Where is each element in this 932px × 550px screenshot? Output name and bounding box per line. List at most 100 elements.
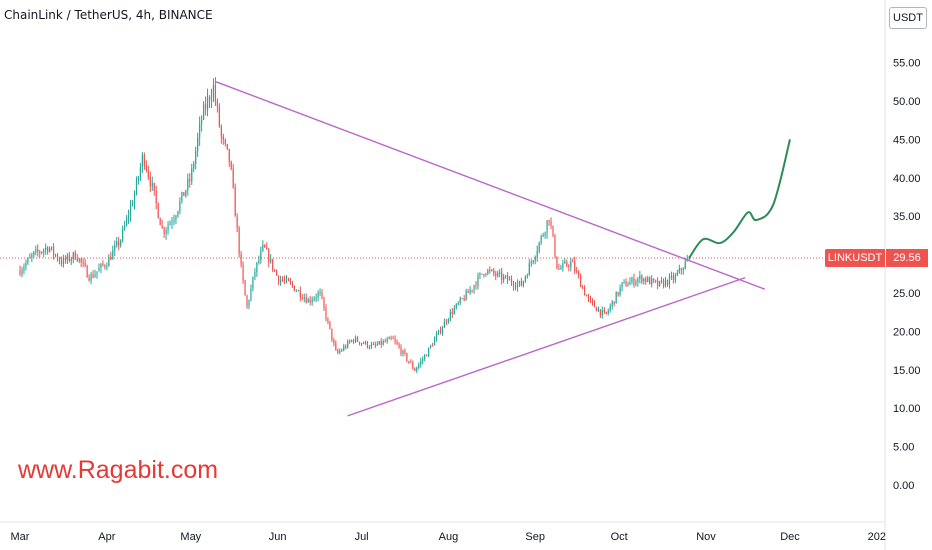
candle-body [29, 257, 31, 259]
candle-body [532, 260, 534, 263]
candle-body [21, 270, 23, 275]
candle-body [552, 225, 554, 236]
candle-body [548, 220, 550, 222]
time-tick-label: Apr [98, 531, 115, 543]
candle-body [657, 280, 659, 287]
candle-body [216, 100, 218, 107]
candle-body [58, 259, 61, 262]
candle-body [572, 261, 574, 263]
candle-body [185, 190, 187, 197]
candle-body [276, 270, 278, 276]
candle-body [364, 341, 367, 344]
candle-body [145, 165, 147, 171]
candle-body [167, 225, 169, 230]
candle-body [262, 244, 264, 251]
candle-body [388, 337, 390, 340]
candle-body [232, 168, 234, 188]
candle-body [645, 278, 647, 282]
candle-body [50, 246, 53, 249]
candle-body [459, 298, 461, 303]
upper-trendline[interactable] [215, 81, 766, 290]
candle-body [428, 347, 430, 357]
candle-body [647, 277, 649, 282]
candle-body [88, 277, 90, 281]
watermark-text: www.Ragabit.com [18, 456, 219, 484]
candle-body [201, 119, 203, 124]
candle-body [224, 139, 226, 145]
candle-body [370, 344, 372, 348]
candle-body [214, 84, 217, 101]
candle-body [272, 258, 274, 270]
candle-body [86, 265, 88, 278]
candle-body [501, 272, 503, 281]
candle-body [406, 353, 408, 361]
candle-body [362, 343, 365, 345]
candle-body [670, 275, 673, 277]
candle-body [74, 252, 76, 260]
candle-body [593, 301, 596, 308]
candle-body [315, 297, 317, 299]
candle-body [396, 341, 398, 345]
candle-body [157, 203, 159, 219]
candle-body [222, 136, 224, 140]
candle-body [230, 161, 232, 169]
candle-body [147, 170, 149, 178]
candle-body [116, 241, 118, 246]
candle-body [337, 350, 339, 353]
candle-body [183, 192, 185, 197]
candle-body [248, 300, 250, 307]
candle-body [240, 253, 242, 265]
currency-button[interactable]: USDT [889, 7, 927, 29]
candle-body [278, 275, 280, 283]
candle-body [526, 275, 528, 277]
price-tick-label: 15.00 [893, 365, 921, 377]
time-tick-label: Nov [696, 531, 716, 543]
candle-body [627, 284, 629, 287]
candle-body [469, 289, 471, 294]
candle-body [516, 283, 519, 288]
candle-body [437, 330, 440, 335]
projection-curve[interactable] [688, 139, 791, 259]
candle-body [78, 258, 80, 261]
overlays-group [0, 81, 885, 417]
candle-body [127, 215, 130, 218]
candle-body [503, 276, 505, 281]
candle-body [615, 292, 617, 304]
candle-body [485, 273, 487, 275]
candle-body [609, 306, 611, 311]
candle-body [311, 300, 313, 303]
candle-body [680, 268, 682, 271]
candle-body [124, 225, 126, 229]
candle-body [562, 263, 564, 269]
candle-body [285, 278, 288, 281]
candle-body [206, 97, 209, 110]
candle-body [92, 274, 94, 278]
candle-body [477, 275, 479, 287]
candle-body [475, 285, 477, 287]
candle-body [536, 250, 538, 257]
candle-body [520, 281, 522, 287]
candle-body [98, 268, 100, 272]
candle-body [655, 280, 657, 282]
candle-body [199, 123, 201, 138]
candle-body [676, 272, 678, 276]
candle-body [416, 367, 418, 371]
candle-body [141, 154, 143, 168]
candle-body [625, 281, 627, 287]
lower-trendline[interactable] [347, 276, 746, 417]
candle-body [191, 168, 193, 181]
candle-body [135, 179, 138, 195]
candle-body [84, 262, 86, 266]
candle-body [637, 278, 639, 283]
candle-body [473, 285, 475, 290]
candle-body [534, 256, 536, 261]
candle-body [23, 267, 25, 271]
candle-body [530, 262, 532, 264]
candle-body [554, 235, 556, 257]
candle-body [635, 282, 637, 285]
symbol-label[interactable]: ChainLink / TetherUS, 4h, BINANCE [4, 8, 213, 22]
candle-body [80, 258, 82, 263]
candle-body [137, 177, 140, 180]
